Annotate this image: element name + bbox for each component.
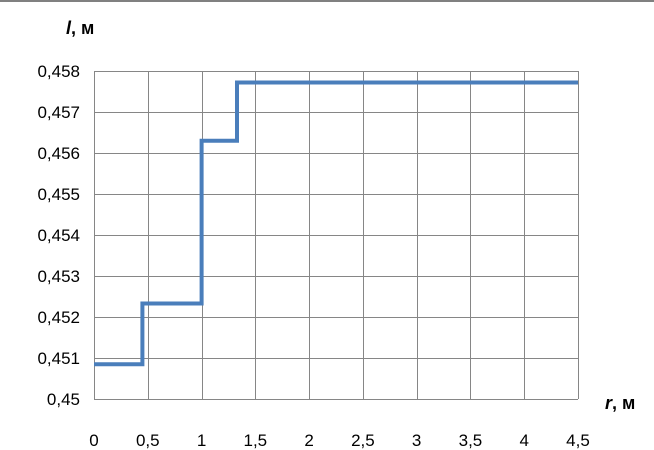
x-axis-tick-labels: 0 0,5 1 1,5 2 2,5 3 3,5 4 4,5 xyxy=(89,431,590,450)
y-tick-label: 0,454 xyxy=(37,226,80,245)
x-tick-label: 2 xyxy=(304,431,313,450)
y-tick-label: 0,453 xyxy=(37,267,80,286)
y-tick-label: 0,452 xyxy=(37,308,80,327)
y-axis-label-unit: , м xyxy=(71,18,94,38)
x-tick-label: 1,5 xyxy=(244,431,268,450)
horizontal-gridlines xyxy=(94,71,578,400)
x-tick-label: 3,5 xyxy=(459,431,483,450)
x-tick-label: 3 xyxy=(412,431,421,450)
x-tick-label: 4 xyxy=(519,431,528,450)
series-step-line xyxy=(94,80,578,367)
x-axis-label-var: r xyxy=(605,393,613,413)
x-axis-label-unit: , м xyxy=(612,393,635,413)
x-tick-label: 0 xyxy=(89,431,98,450)
x-tick-label: 1 xyxy=(197,431,206,450)
y-tick-label: 0,455 xyxy=(37,185,80,204)
y-tick-label: 0,45 xyxy=(47,390,80,409)
y-axis-tick-labels: 0,45 0,451 0,452 0,453 0,454 0,455 0,456 0,457 0… xyxy=(37,62,80,409)
y-tick-label: 0,451 xyxy=(37,349,80,368)
x-tick-label: 4,5 xyxy=(566,431,590,450)
y-tick-label: 0,458 xyxy=(37,62,80,81)
x-tick-label: 0,5 xyxy=(136,431,160,450)
x-axis-label: r, м xyxy=(605,393,635,413)
x-tick-label: 2,5 xyxy=(351,431,375,450)
y-axis-label: l, м xyxy=(66,18,94,38)
y-axis-label-var: l xyxy=(66,18,72,38)
y-tick-label: 0,456 xyxy=(37,144,80,163)
y-tick-label: 0,457 xyxy=(37,103,80,122)
